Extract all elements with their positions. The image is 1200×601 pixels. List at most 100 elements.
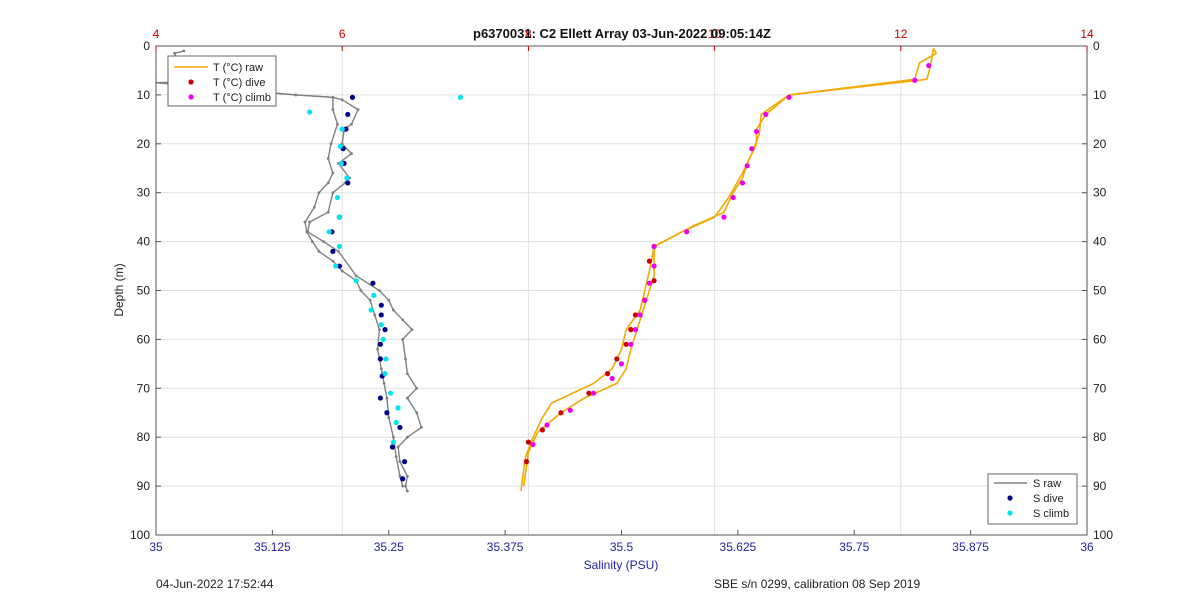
series-point-t-c-dive	[539, 427, 545, 433]
y-tick-label-right: 50	[1093, 284, 1107, 298]
series-point-s-dive	[349, 94, 356, 100]
series-line-s-raw	[156, 50, 422, 492]
series-point-t-c-dive	[558, 410, 564, 416]
series-point-s-climb	[390, 439, 397, 445]
series-point-t-c-climb	[753, 128, 760, 135]
series-point-s-dive	[397, 424, 403, 431]
series-point-t-c-climb	[646, 280, 653, 286]
x-bottom-tick-label: 35.5	[610, 540, 634, 554]
x-bottom-tick-label: 35.875	[952, 540, 989, 554]
series-point-s-dive	[389, 444, 396, 450]
series-vertex-s-raw	[326, 157, 330, 160]
x-bottom-tick-label: 35.375	[487, 540, 524, 554]
series-point-t-c-climb	[618, 361, 625, 367]
x-top-tick-label: 8	[525, 27, 532, 41]
series-point-s-climb	[339, 126, 345, 132]
series-point-s-climb	[395, 405, 401, 411]
series-point-s-climb	[371, 292, 377, 298]
series-point-s-dive	[378, 312, 384, 318]
series-vertex-s-raw	[405, 396, 409, 400]
series-point-t-c-climb	[628, 341, 634, 347]
series-point-t-c-dive	[632, 312, 639, 318]
series-point-s-climb	[382, 371, 388, 377]
series-point-s-dive	[401, 459, 408, 465]
legend-salinity: S raw S dive S climb	[987, 473, 1078, 525]
y-tick-label-right: 100	[1093, 528, 1113, 542]
series-vertex-s-raw	[331, 95, 335, 99]
series-point-t-c-dive	[586, 390, 592, 396]
series-vertex-s-raw	[331, 108, 335, 111]
series-point-s-climb	[336, 243, 343, 250]
series-point-s-climb	[344, 175, 350, 181]
series-vertex-s-raw	[398, 474, 402, 478]
series-point-s-climb	[383, 356, 389, 362]
series-point-s-climb	[326, 229, 332, 235]
series-vertex-s-raw	[398, 460, 402, 464]
x-bottom-tick-label: 35.125	[254, 540, 291, 554]
series-vertex-s-raw	[387, 416, 391, 420]
series-point-s-climb	[307, 109, 313, 115]
series-point-t-c-climb	[530, 441, 536, 448]
series-point-t-c-climb	[749, 146, 755, 152]
series-vertex-s-raw	[336, 122, 339, 126]
series-vertex-s-raw	[354, 274, 358, 278]
series-vertex-s-raw	[378, 328, 381, 332]
legend-t-dive-marker	[188, 79, 194, 85]
x-axis-label-bottom: Salinity (PSU)	[584, 558, 659, 572]
series-point-s-dive	[377, 395, 383, 401]
series-point-t-c-climb	[642, 297, 648, 303]
y-tick-label-right: 90	[1093, 479, 1107, 493]
series-point-t-c-dive	[623, 341, 629, 347]
y-tick-label-right: 60	[1093, 332, 1107, 346]
x-top-tick-label: 12	[894, 27, 908, 41]
x-top-tick-label: 14	[1080, 27, 1094, 41]
series-point-s-climb	[393, 419, 399, 426]
grid-lines	[155, 45, 1088, 536]
series-point-s-climb	[368, 307, 374, 313]
x-top-tick-label: 6	[339, 27, 346, 41]
legend-s-raw-label: S raw	[1033, 478, 1061, 490]
series-vertex-s-raw	[387, 298, 391, 302]
series-point-s-dive	[378, 302, 384, 308]
y-tick-label-right: 20	[1093, 137, 1107, 151]
y-tick-label-right: 80	[1093, 430, 1107, 444]
series-vertex-s-raw	[331, 191, 335, 195]
y-tick-label-right: 40	[1093, 235, 1107, 249]
series-point-t-c-climb	[763, 111, 769, 118]
series-point-t-c-dive	[525, 439, 532, 445]
series-point-s-climb	[380, 336, 386, 342]
footer-timestamp: 04-Jun-2022 17:52:44	[156, 577, 274, 591]
legend-s-dive-marker	[1007, 495, 1013, 501]
series-point-t-c-climb	[730, 194, 736, 201]
series-point-s-climb	[457, 94, 464, 100]
series-point-s-dive	[345, 111, 351, 118]
series-vertex-s-raw	[410, 328, 414, 332]
series-vertex-s-raw	[415, 386, 419, 390]
series-vertex-s-raw	[382, 382, 386, 385]
series-vertex-s-raw	[404, 357, 407, 361]
series-vertex-s-raw	[312, 205, 316, 209]
series-point-s-dive	[330, 248, 336, 254]
series-vertex-s-raw	[331, 171, 335, 175]
series-point-s-climb	[333, 263, 339, 269]
legend-temperature-box	[167, 55, 277, 107]
series-point-s-dive	[345, 180, 351, 186]
series-vertex-s-raw	[404, 484, 407, 488]
y-tick-label-left: 50	[137, 284, 151, 298]
y-tick-label-left: 30	[137, 186, 151, 200]
y-tick-label-right: 70	[1093, 381, 1107, 395]
series-vertex-s-raw	[317, 249, 321, 253]
series-point-s-dive	[382, 327, 388, 333]
series-vertex-s-raw	[394, 455, 398, 459]
y-axis-label: Depth (m)	[112, 263, 126, 316]
y-tick-label-right: 30	[1093, 186, 1107, 200]
y-tick-label-right: 0	[1093, 39, 1100, 53]
series-vertex-s-raw	[359, 289, 363, 292]
footer-calibration: SBE s/n 0299, calibration 08 Sep 2019	[714, 577, 920, 591]
series-point-t-c-dive	[604, 371, 611, 377]
series-point-s-climb	[378, 322, 384, 328]
legend-temperature: T (°C) raw T (°C) dive T (°C) climb	[167, 55, 277, 107]
series-vertex-s-raw	[392, 308, 395, 312]
series-vertex-s-raw	[396, 445, 400, 449]
axis-ticks: 0 0 10 10 20 20 30 30 40 40 50 50 60 60 70 70 80 80 90 90 10…	[130, 27, 1113, 554]
